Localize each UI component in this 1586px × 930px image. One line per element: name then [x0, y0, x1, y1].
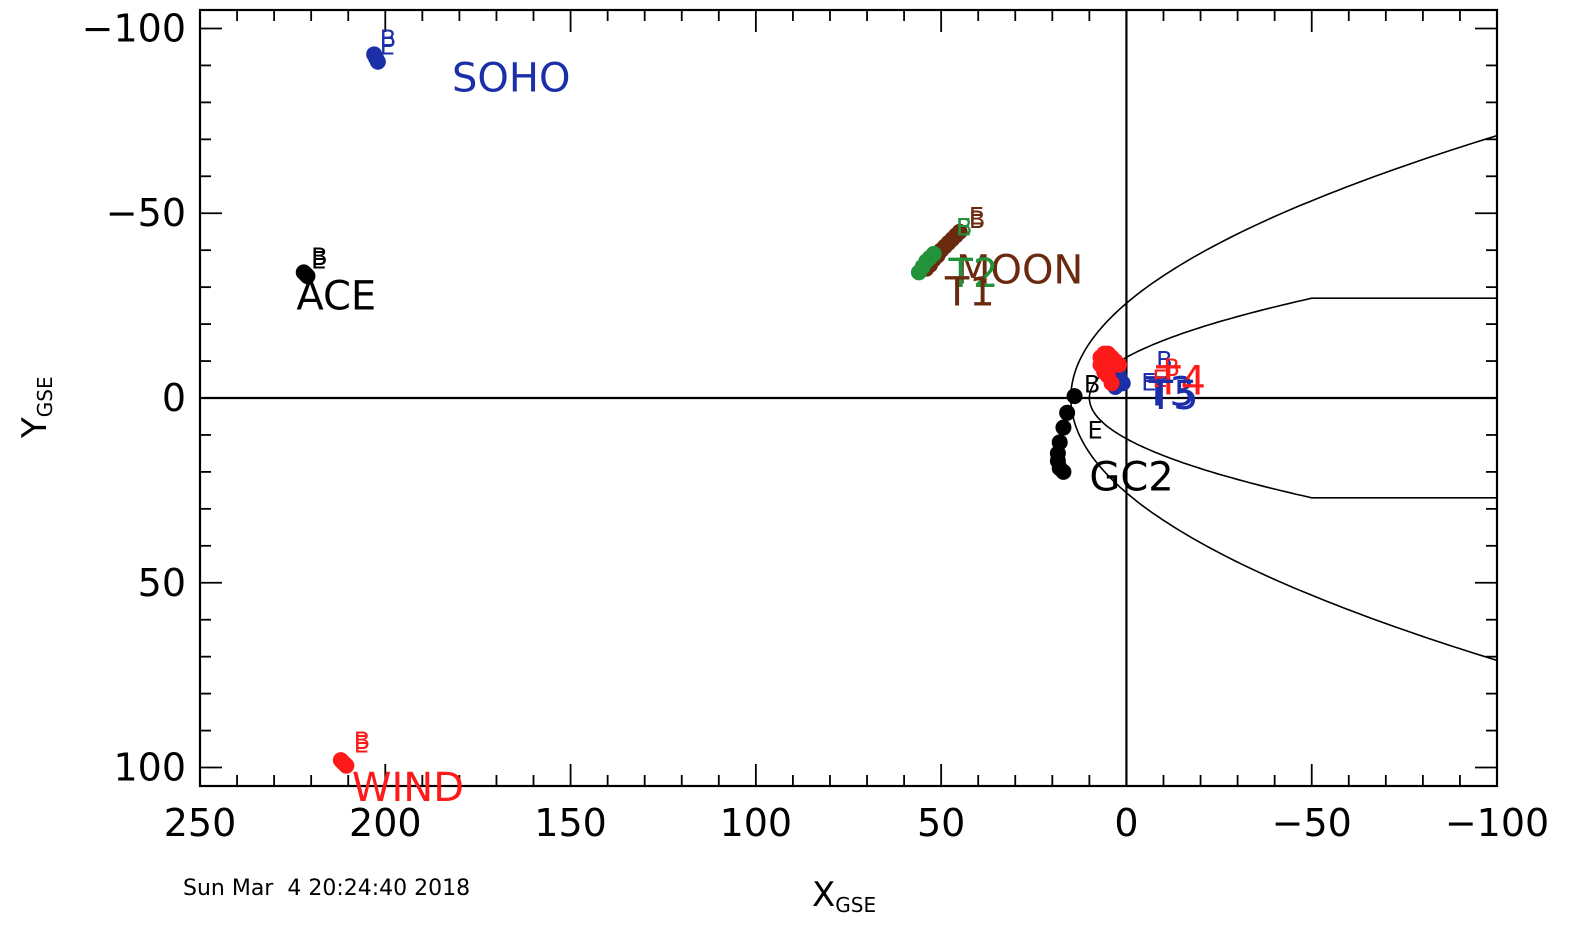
x-axis-title: XGSE — [812, 875, 876, 917]
gc2-point — [1059, 404, 1076, 421]
gc2-point — [1066, 388, 1083, 405]
gc2-label: GC2 — [1089, 454, 1173, 500]
x-tick-label: 100 — [720, 801, 793, 845]
ace-begin-marker: B — [311, 243, 327, 271]
gc2-end-marker: E — [1088, 417, 1103, 445]
x-axis-subscript: GSE — [835, 893, 876, 917]
y-tick-label: 0 — [162, 376, 186, 420]
x-tick-label: 250 — [164, 801, 237, 845]
x-tick-label: 0 — [1114, 801, 1138, 845]
magnetopause-south — [1088, 398, 1497, 499]
ace-end-marker: E — [311, 247, 326, 275]
x-tick-label: 150 — [534, 801, 607, 845]
soho-begin-marker: B — [380, 25, 396, 53]
timestamp: Sun Mar 4 20:24:40 2018 — [183, 876, 470, 901]
ace-point — [299, 268, 316, 285]
x-tick-label: 200 — [349, 801, 422, 845]
y-axis-subscript: GSE — [33, 376, 57, 417]
wind-end-marker: E — [354, 731, 369, 759]
moon-label: MOON — [956, 247, 1083, 293]
moon-begin-marker: B — [969, 206, 985, 234]
t1-label: T1 — [944, 270, 995, 316]
t4-end-marker: E — [1152, 365, 1167, 393]
t4-label: T4 — [1155, 358, 1206, 404]
moon-end-marker: E — [969, 202, 984, 230]
x-tick-label: 50 — [917, 801, 965, 845]
wind-point — [338, 757, 355, 774]
soho-point — [369, 53, 386, 70]
t2-label: T2 — [948, 251, 999, 297]
gc2-begin-marker: B — [1084, 370, 1100, 398]
y-axis-title: YGSE — [15, 376, 57, 439]
y-tick-label: −100 — [82, 6, 186, 50]
t3-label: T3 — [1144, 369, 1195, 415]
spacecraft-points — [295, 46, 1131, 774]
plot-frame — [198, 8, 1499, 788]
y-tick-label: 100 — [113, 746, 186, 790]
y-tick-label: 50 — [138, 561, 186, 605]
soho-end-marker: E — [380, 32, 395, 60]
x-tick-label: −50 — [1272, 801, 1352, 845]
t3-begin-marker: B — [1156, 346, 1172, 374]
axis-ticks: 250 200 150 100 50 0 −50 −100 −100 −50 0 50 100 — [82, 6, 1550, 845]
wind-label: WIND — [352, 765, 464, 811]
ace-label: ACE — [296, 273, 376, 319]
t3-end-marker: E — [1141, 369, 1156, 397]
gc2-point — [1055, 419, 1072, 436]
y-tick-label: −50 — [106, 191, 186, 235]
t4-point — [1103, 375, 1120, 392]
magnetopause-north — [1088, 297, 1497, 398]
t5-label: T5 — [1148, 373, 1199, 419]
spacecraft-labels: BESOHOBEACEBEMOONBET2T1BEGC2BET3BET4T5BE… — [296, 25, 1206, 811]
wind-begin-marker: B — [354, 727, 370, 755]
gc2-point — [1055, 463, 1072, 480]
t2-point — [925, 245, 942, 262]
soho-label: SOHO — [452, 55, 570, 101]
x-tick-label: −100 — [1445, 801, 1549, 845]
t2-end-marker: E — [956, 213, 971, 241]
t2-begin-marker: B — [956, 213, 972, 241]
t4-begin-marker: B — [1163, 354, 1179, 382]
moon-point — [951, 223, 968, 240]
